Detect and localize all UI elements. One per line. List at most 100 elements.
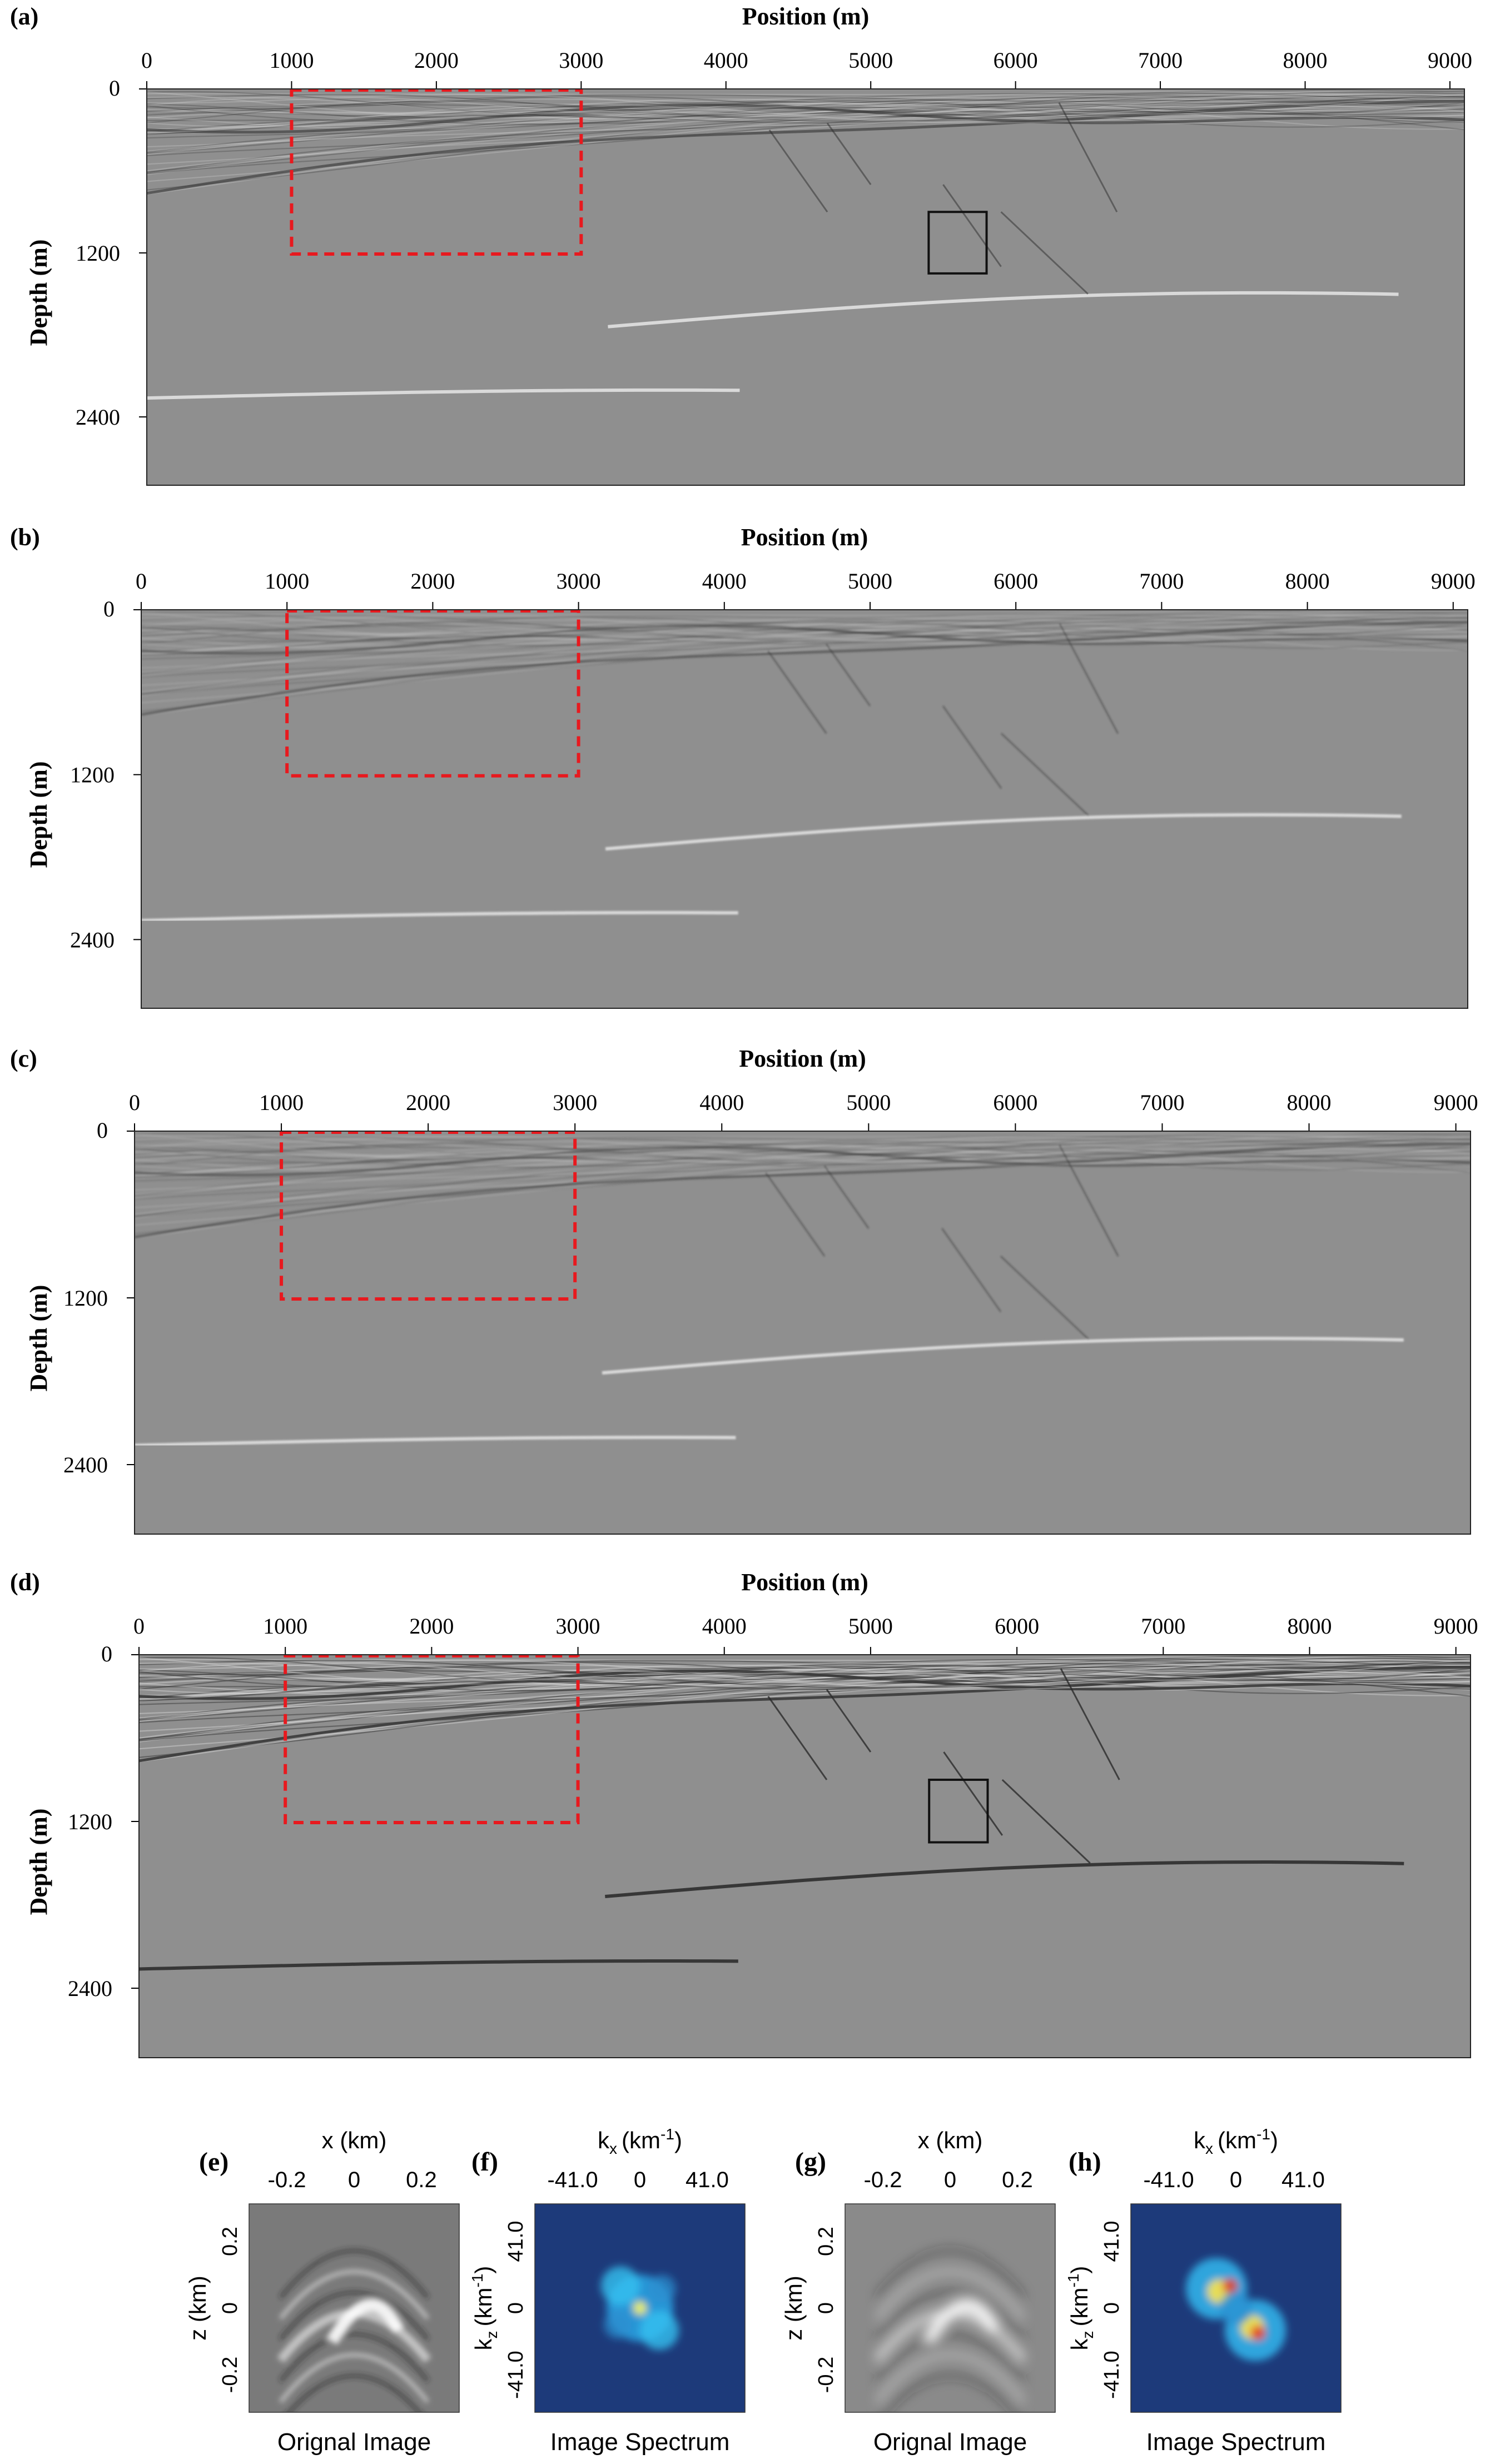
panel-frame	[134, 1131, 1471, 1535]
x-tick-label: 2000	[409, 1614, 454, 1639]
x-tick-label: 6000	[994, 48, 1038, 73]
panels-layer: (a) Position (m) Depth (m) 0 1000 2000 3000 400…	[10, 3, 1478, 2058]
inset-y-tick-label: 41.0	[504, 2221, 528, 2262]
inset-x-tick-label: 0.2	[406, 2168, 437, 2192]
fault-feature	[823, 1165, 870, 1229]
black-box	[927, 211, 988, 275]
x-tick-label: 7000	[1139, 569, 1184, 594]
reflector	[139, 1669, 1471, 1700]
reflector	[147, 91, 1464, 119]
x-tick-label: 8000	[1283, 48, 1328, 73]
x-tick-label: 4000	[704, 48, 748, 73]
reflector	[139, 1667, 1471, 1714]
reflector	[147, 93, 1464, 121]
fault-feature	[1059, 1144, 1119, 1257]
y-axis-title: Depth (m)	[25, 240, 52, 346]
x-axis-title: Position (m)	[739, 1045, 866, 1072]
inset-x-tick-label: 41.0	[686, 2168, 729, 2192]
reflector	[147, 96, 1464, 120]
reflector	[139, 1655, 1471, 1679]
x-axis-title: Position (m)	[742, 3, 870, 30]
panel-label: (c)	[10, 1045, 37, 1072]
spectrum-energy	[633, 2301, 647, 2315]
x-tick-label: 4000	[702, 1614, 747, 1639]
inset-y-tick-label: 0	[1100, 2302, 1124, 2314]
inset-x-tick-label: 0	[634, 2168, 646, 2192]
spectrum-energy	[1250, 2325, 1266, 2341]
reflector	[147, 94, 1464, 153]
y-tick-label: 0	[97, 1118, 108, 1143]
x-tick-label: 5000	[848, 1614, 893, 1639]
seismic-background	[135, 1131, 1471, 1534]
inset-frame	[249, 2203, 460, 2413]
spectrum-energy	[1223, 2278, 1238, 2294]
reflector	[147, 99, 1464, 172]
reflector	[139, 1659, 1471, 1685]
bright-reflector	[139, 1959, 738, 1971]
spectrum-energy	[640, 2311, 679, 2350]
inset-y-title: kz(km-1)	[469, 2266, 500, 2351]
reflector	[147, 100, 1464, 124]
fault-feature	[942, 705, 1002, 789]
fault-feature	[1001, 1779, 1091, 1864]
reflector	[135, 1141, 1471, 1215]
panel-label: (a)	[10, 3, 38, 30]
fault-feature	[943, 1751, 1004, 1836]
x-tick-label: 5000	[848, 48, 893, 73]
reflector	[139, 1669, 1471, 1694]
reflector	[147, 103, 1464, 134]
fault-feature	[767, 1696, 828, 1780]
fault-feature	[765, 1172, 826, 1257]
reflector	[147, 91, 1464, 114]
x-tick-label: 3000	[557, 569, 601, 594]
x-tick-label: 1000	[259, 1090, 304, 1115]
inset-y-tick-label: 0.2	[218, 2227, 242, 2256]
reflector	[147, 104, 1464, 173]
reflector	[147, 93, 1464, 118]
inset-x-title: x (km)	[918, 2127, 983, 2153]
reflector	[135, 1146, 1471, 1177]
reflector	[141, 620, 1468, 693]
inset-label: (h)	[1069, 2147, 1101, 2177]
fault-feature	[767, 650, 827, 734]
x-tick-label: 9000	[1434, 1090, 1478, 1115]
x-tick-label: 0	[133, 1614, 145, 1639]
inset-y-tick-label: 0	[814, 2302, 838, 2314]
reflector	[147, 91, 1464, 118]
inset-y-tick-label: -0.2	[814, 2357, 838, 2393]
reflector	[147, 108, 1464, 135]
reflector	[147, 108, 1464, 191]
reflector	[139, 1666, 1471, 1690]
panel-frame	[138, 1654, 1471, 2058]
red-dashed-box	[290, 88, 583, 256]
reflector	[139, 1657, 1471, 1685]
inset-caption: Orignal Image	[873, 2428, 1027, 2456]
x-tick-label: 6000	[994, 569, 1038, 594]
inset-y-title: z (km)	[781, 2276, 807, 2341]
reflector	[147, 99, 1464, 157]
fault-feature	[1058, 102, 1118, 212]
reflector	[147, 99, 1464, 125]
y-tick-label: 2400	[63, 1452, 108, 1477]
panel-c: (c) Position (m) Depth (m) 0 1000 2000 3000 400…	[10, 1045, 1478, 1535]
inset-x-tick-label: 0	[944, 2168, 956, 2192]
y-tick-label: 1200	[63, 1286, 108, 1311]
bright-reflector	[602, 1336, 1404, 1375]
inset-e: (e) x (km) -0.2 0 0.2 0.2 0 -0.2 z (km) Orignal I…	[185, 2127, 460, 2456]
inset-y-tick-label: -0.2	[218, 2357, 242, 2393]
x-tick-label: 0	[129, 1090, 140, 1115]
insets-layer: (e) x (km) -0.2 0 0.2 0.2 0 -0.2 z (km) Orignal I…	[185, 2125, 1342, 2456]
reflector	[139, 1657, 1471, 1685]
fault-feature	[1000, 733, 1090, 817]
x-tick-label: 8000	[1285, 569, 1330, 594]
reflector	[141, 611, 1468, 639]
x-tick-label: 6000	[993, 1090, 1037, 1115]
y-tick-label: 0	[109, 76, 120, 101]
x-tick-label: 5000	[848, 569, 892, 594]
inset-y-title: z (km)	[185, 2276, 211, 2341]
x-tick-label: 8000	[1287, 1090, 1332, 1115]
reflector	[147, 101, 1464, 148]
panel-a: (a) Position (m) Depth (m) 0 1000 2000 3000 400…	[10, 3, 1472, 486]
inset-y-tick-label: 0	[218, 2302, 242, 2314]
seismic-image	[139, 1655, 1471, 2058]
